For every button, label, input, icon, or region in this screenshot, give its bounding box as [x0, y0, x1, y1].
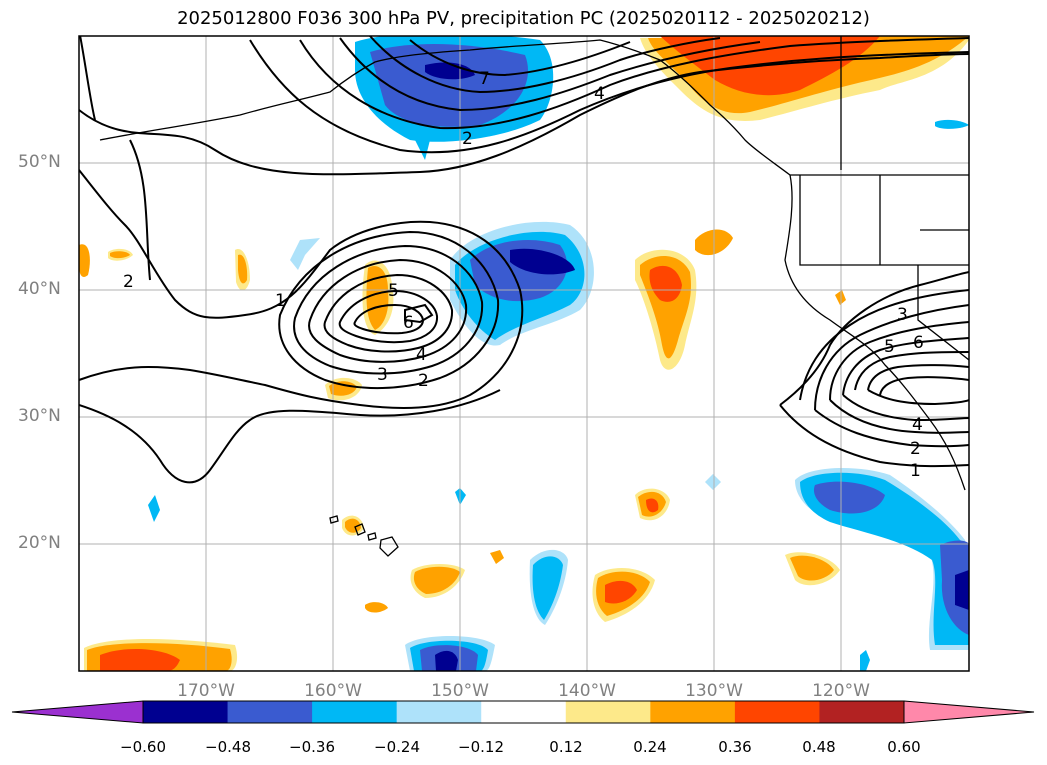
colorbar-tick-label: 0.12 — [549, 738, 583, 756]
colorbar-segment — [396, 701, 482, 723]
colorbar-segment — [650, 701, 736, 723]
contour-label: 4 — [912, 415, 923, 435]
colorbar-tick-label: −0.12 — [458, 738, 504, 756]
lat-label-20n: 20°N — [18, 533, 61, 553]
colorbar-segment — [143, 701, 229, 723]
colorbar-segment — [819, 701, 905, 723]
contour-label: 5 — [388, 281, 399, 301]
lon-label-160w: 160°W — [304, 681, 362, 701]
lat-label-40n: 40°N — [18, 279, 61, 299]
map-frame — [78, 35, 970, 672]
colorbar-tick-label: 0.60 — [887, 738, 921, 756]
colorbar-tick-label: −0.48 — [205, 738, 251, 756]
colorbar-tick-label: 0.36 — [718, 738, 752, 756]
colorbar-extend-high — [904, 701, 1034, 723]
shading-layer — [79, 36, 969, 671]
contour-label: 2 — [910, 439, 921, 459]
contour-label: 4 — [416, 345, 427, 365]
contour-labels: 1 2 2 3 4 5 6 7 4 2 3 5 6 4 2 1 — [123, 69, 924, 481]
contour-label: 2 — [418, 371, 429, 391]
contour-label: 4 — [594, 84, 605, 104]
coastlines — [99, 36, 969, 557]
lon-label-120w: 120°W — [812, 681, 870, 701]
contour-label: 1 — [275, 291, 286, 311]
contour-label: 1 — [910, 461, 921, 481]
contour-label: 2 — [123, 272, 134, 292]
colorbar-tick-label: 0.24 — [633, 738, 667, 756]
colorbar-tick-label: −0.60 — [120, 738, 166, 756]
colorbar-segment — [565, 701, 651, 723]
contour-label: 7 — [479, 69, 490, 89]
lon-label-150w: 150°W — [431, 681, 489, 701]
colorbar-segment — [227, 701, 313, 723]
colorbar-segment — [312, 701, 398, 723]
colorbar-extend-low — [12, 701, 143, 723]
colorbar-segment — [481, 701, 567, 723]
colorbar-tick-label: 0.48 — [802, 738, 836, 756]
colorbar-tick-label: −0.24 — [374, 738, 420, 756]
map-title: 2025012800 F036 300 hPa PV, precipitatio… — [177, 8, 870, 29]
lon-label-170w: 170°W — [177, 681, 235, 701]
graticule — [79, 36, 969, 671]
contour-label: 5 — [884, 337, 895, 357]
contour-label: 6 — [403, 313, 414, 333]
contour-label: 3 — [377, 365, 388, 385]
map-panel: 1 2 2 3 4 5 6 7 4 2 3 5 6 4 2 1 — [78, 35, 970, 672]
lat-label-50n: 50°N — [18, 152, 61, 172]
colorbar — [11, 700, 1035, 724]
lon-label-130w: 130°W — [685, 681, 743, 701]
pv-contours — [79, 36, 969, 484]
contour-label: 6 — [913, 333, 924, 353]
colorbar-tick-label: −0.36 — [289, 738, 335, 756]
colorbar-segment — [734, 701, 820, 723]
lon-label-140w: 140°W — [558, 681, 616, 701]
contour-label: 3 — [897, 305, 908, 325]
lat-label-30n: 30°N — [18, 406, 61, 426]
contour-label: 2 — [462, 129, 473, 149]
